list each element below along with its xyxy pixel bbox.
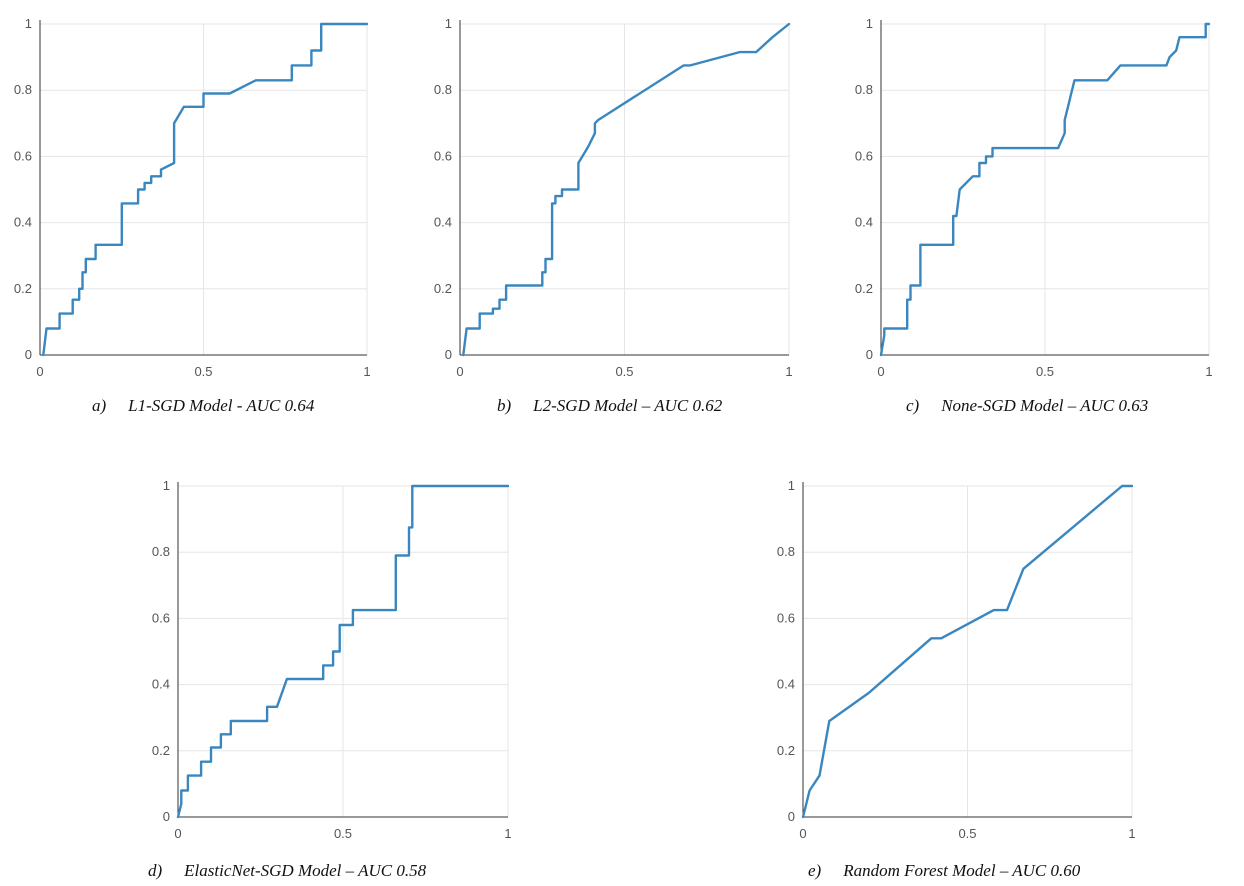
y-tick-label: 1 xyxy=(445,16,452,31)
x-tick-label: 1 xyxy=(363,364,370,379)
y-tick-label: 0.8 xyxy=(434,82,452,97)
y-tick-label: 0.2 xyxy=(434,281,452,296)
roc-curve-line xyxy=(801,484,1134,819)
caption-letter: a) xyxy=(92,396,107,415)
caption-letter: c) xyxy=(906,396,920,415)
y-tick-label: 0.2 xyxy=(855,281,873,296)
y-tick-label: 0.2 xyxy=(777,743,795,758)
caption-text: ElasticNet-SGD Model – AUC 0.58 xyxy=(183,861,426,880)
y-tick-label: 0 xyxy=(163,809,170,824)
roc-curve-line xyxy=(462,22,791,357)
y-tick-label: 0.2 xyxy=(152,743,170,758)
caption-text: L1-SGD Model - AUC 0.64 xyxy=(127,396,315,415)
roc-panel-b: 0 0.2 0.4 0.6 0.8 1 0 0.5 1 b) L2-SGD Model – AUC … xyxy=(434,16,793,415)
y-tick-label: 0.6 xyxy=(777,610,795,625)
x-tick-label: 1 xyxy=(785,364,792,379)
y-tick-label: 0.6 xyxy=(152,610,170,625)
roc-panel-a: 0 0.2 0.4 0.6 0.8 1 0 0.5 1 a) L1-SGD Model - AUC … xyxy=(14,16,371,415)
x-tick-label: 0.5 xyxy=(1036,364,1054,379)
y-tick-label: 0.8 xyxy=(14,82,32,97)
x-tick-label: 1 xyxy=(1128,826,1135,841)
x-tick-label: 1 xyxy=(504,826,511,841)
caption-letter: b) xyxy=(497,396,512,415)
roc-curve-line xyxy=(42,22,369,357)
y-tick-label: 0 xyxy=(866,347,873,362)
y-tick-label: 0.2 xyxy=(14,281,32,296)
y-tick-label: 0 xyxy=(25,347,32,362)
y-tick-label: 0.8 xyxy=(152,544,170,559)
y-tick-label: 0 xyxy=(445,347,452,362)
y-tick-label: 1 xyxy=(788,478,795,493)
y-tick-label: 0.6 xyxy=(855,148,873,163)
y-tick-label: 0.6 xyxy=(434,148,452,163)
x-tick-label: 0 xyxy=(877,364,884,379)
caption-letter: e) xyxy=(808,861,822,880)
panel-caption: a) L1-SGD Model - AUC 0.64 xyxy=(92,396,315,415)
panel-caption: c) None-SGD Model – AUC 0.63 xyxy=(906,396,1148,415)
x-tick-label: 0.5 xyxy=(615,364,633,379)
x-tick-label: 1 xyxy=(1205,364,1212,379)
y-tick-label: 1 xyxy=(163,478,170,493)
x-tick-label: 0 xyxy=(456,364,463,379)
y-tick-label: 0.4 xyxy=(14,215,32,230)
x-tick-label: 0 xyxy=(799,826,806,841)
roc-panel-d: 0 0.2 0.4 0.6 0.8 1 0 0.5 1 d) ElasticNet-SGD Mode… xyxy=(148,478,512,880)
caption-text: L2-SGD Model – AUC 0.62 xyxy=(532,396,723,415)
x-tick-label: 0.5 xyxy=(958,826,976,841)
x-tick-label: 0 xyxy=(174,826,181,841)
x-tick-label: 0 xyxy=(36,364,43,379)
y-tick-label: 1 xyxy=(25,16,32,31)
panel-caption: e) Random Forest Model – AUC 0.60 xyxy=(808,861,1081,880)
panel-caption: b) L2-SGD Model – AUC 0.62 xyxy=(497,396,723,415)
y-tick-label: 1 xyxy=(866,16,873,31)
y-tick-label: 0 xyxy=(788,809,795,824)
y-tick-label: 0.8 xyxy=(777,544,795,559)
roc-panel-e: 0 0.2 0.4 0.6 0.8 1 0 0.5 1 e) Random Forest Model… xyxy=(777,478,1136,880)
y-tick-label: 0.8 xyxy=(855,82,873,97)
roc-curve-line xyxy=(879,22,1211,357)
y-tick-label: 0.4 xyxy=(434,215,452,230)
caption-letter: d) xyxy=(148,861,163,880)
panel-caption: d) ElasticNet-SGD Model – AUC 0.58 xyxy=(148,861,427,880)
y-tick-label: 0.4 xyxy=(855,215,873,230)
caption-text: Random Forest Model – AUC 0.60 xyxy=(842,861,1081,880)
roc-curve-line xyxy=(176,484,510,819)
y-tick-label: 0.4 xyxy=(777,677,795,692)
roc-panel-c: 0 0.2 0.4 0.6 0.8 1 0 0.5 1 c) None-SGD Model – AU… xyxy=(855,16,1213,415)
x-tick-label: 0.5 xyxy=(194,364,212,379)
caption-text: None-SGD Model – AUC 0.63 xyxy=(940,396,1148,415)
x-tick-label: 0.5 xyxy=(334,826,352,841)
y-tick-label: 0.4 xyxy=(152,677,170,692)
y-tick-label: 0.6 xyxy=(14,148,32,163)
